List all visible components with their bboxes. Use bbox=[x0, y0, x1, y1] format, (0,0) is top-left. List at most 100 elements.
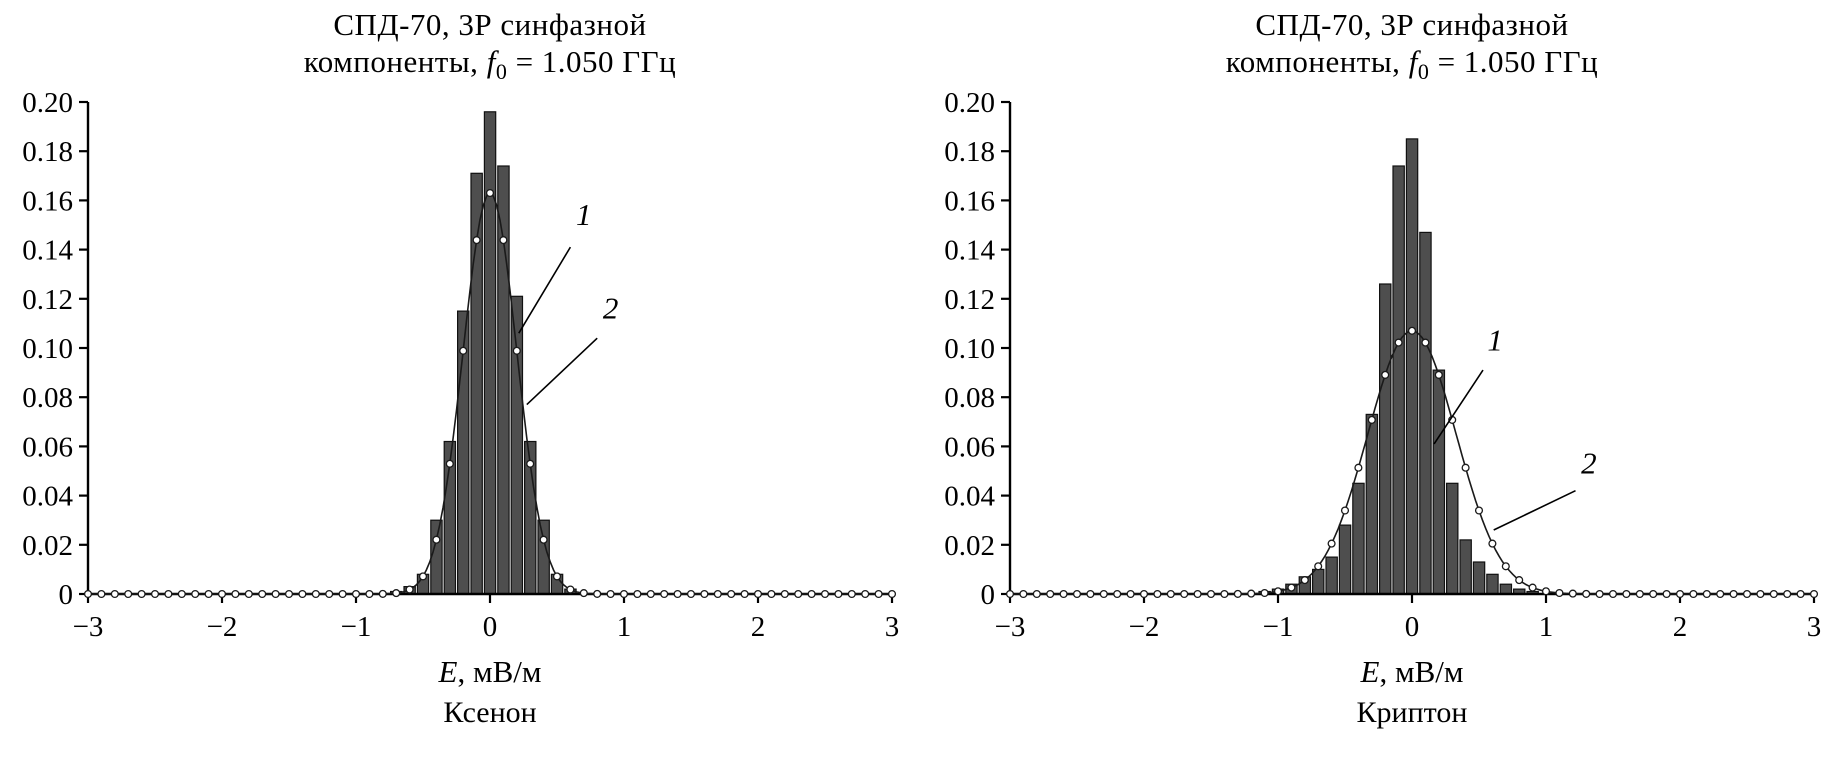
fit-curve-marker bbox=[432, 535, 441, 544]
fit-curve-marker bbox=[110, 590, 119, 599]
x-tick-label: −2 bbox=[207, 611, 238, 643]
histogram-bar bbox=[1352, 482, 1365, 595]
histogram-bar bbox=[510, 295, 524, 595]
fit-curve-marker bbox=[217, 590, 227, 599]
x-axis-units: , мВ/м bbox=[457, 654, 542, 690]
fit-curve-marker bbox=[1622, 590, 1631, 599]
fit-curve-marker bbox=[1233, 590, 1242, 599]
histogram-bar bbox=[497, 165, 510, 595]
fit-curve-marker bbox=[405, 585, 414, 594]
fit-curve-marker bbox=[1421, 338, 1430, 347]
fit-curve-marker bbox=[1166, 590, 1175, 599]
fit-curve-marker bbox=[258, 590, 267, 599]
histogram-bar bbox=[1419, 231, 1432, 595]
histogram-bar bbox=[430, 519, 443, 595]
fit-curve-marker bbox=[1809, 590, 1819, 599]
fit-curve-marker bbox=[552, 572, 562, 581]
histogram-bar bbox=[1392, 165, 1405, 595]
fit-curve-marker bbox=[780, 590, 789, 599]
y-tick-label: 0.12 bbox=[22, 284, 73, 316]
fit-curve-marker bbox=[579, 589, 588, 598]
fit-curve-marker bbox=[1046, 590, 1055, 599]
fit-curve-marker bbox=[97, 590, 106, 599]
fit-curve-marker bbox=[847, 590, 856, 599]
fit-curve-marker bbox=[1340, 506, 1350, 515]
fit-curve-marker bbox=[807, 590, 816, 599]
fit-curve-marker bbox=[231, 590, 240, 599]
fit-curve-marker bbox=[459, 346, 468, 356]
x-tick-label: 1 bbox=[617, 611, 632, 643]
fit-curve-marker bbox=[378, 590, 387, 599]
fit-curve-marker bbox=[137, 590, 146, 599]
fit-curve-marker bbox=[1180, 590, 1189, 599]
fit-curve-marker bbox=[820, 590, 830, 599]
fit-curve-marker bbox=[1582, 590, 1591, 599]
gas-label-krypton: Криптон bbox=[1356, 696, 1468, 730]
histogram-bar bbox=[1486, 573, 1499, 595]
annotation-leader-line bbox=[1493, 490, 1576, 531]
x-tick-label: 0 bbox=[1405, 611, 1420, 643]
fit-curve-marker bbox=[1381, 371, 1390, 380]
y-tick-label: 0.06 bbox=[22, 432, 73, 464]
fit-curve-marker bbox=[338, 590, 347, 599]
gas-label-xenon: Ксенон bbox=[443, 696, 537, 730]
fit-curve-marker bbox=[1126, 590, 1135, 599]
x-tick-label: −3 bbox=[995, 611, 1026, 643]
x-axis-label: E, мВ/м bbox=[58, 652, 922, 692]
fit-curve-marker bbox=[351, 590, 361, 599]
fit-curve-marker bbox=[485, 189, 495, 198]
fit-curve bbox=[83, 189, 897, 599]
title-text-post: = 1.050 ГГц bbox=[507, 44, 677, 79]
fit-curve-marker bbox=[874, 590, 883, 599]
fit-curve-marker bbox=[1729, 590, 1738, 599]
histogram-bar bbox=[1365, 413, 1379, 595]
histogram-plot-krypton: 0 0.02 0.04 0.06 0.08 0.10 0.12 0.14 0.16 0.18 0.2… bbox=[944, 90, 1821, 643]
title-text-post: = 1.050 ГГц bbox=[1429, 44, 1599, 79]
fit-curve-marker bbox=[1273, 587, 1283, 596]
histogram-bars bbox=[1258, 138, 1539, 595]
fit-curve-marker bbox=[1032, 590, 1041, 599]
x-tick-label: 0 bbox=[483, 611, 498, 643]
fit-curve-marker bbox=[150, 590, 160, 599]
fit-curve-marker bbox=[1541, 587, 1551, 596]
fit-curve-marker bbox=[1783, 590, 1792, 599]
fit-curve-marker bbox=[1407, 326, 1417, 336]
fit-curve-marker bbox=[1555, 589, 1564, 598]
x-axis-label: E, мВ/м bbox=[980, 652, 1844, 692]
fit-curve-marker bbox=[861, 590, 870, 599]
fit-curve-marker bbox=[177, 590, 186, 599]
title-text-pre: компоненты, bbox=[1225, 44, 1409, 79]
frequency-variable: f bbox=[1408, 44, 1418, 79]
y-tick-label: 0 bbox=[981, 579, 996, 611]
fit-curve-marker bbox=[1072, 590, 1082, 599]
fit-curve-marker bbox=[727, 590, 736, 599]
fit-curve-marker bbox=[834, 590, 843, 599]
histogram-bar bbox=[1325, 556, 1338, 595]
y-tick-label: 0.10 bbox=[22, 333, 73, 365]
fit-curve-marker bbox=[1635, 590, 1644, 599]
fit-curve-marker bbox=[1649, 590, 1658, 599]
histogram-bar bbox=[483, 111, 497, 595]
fit-curve-marker bbox=[512, 346, 521, 356]
y-tick-label: 0.06 bbox=[944, 432, 995, 464]
y-tick-label: 0.16 bbox=[22, 186, 73, 218]
fit-curve-marker bbox=[1716, 590, 1725, 599]
x-tick-label: 2 bbox=[751, 611, 766, 643]
fit-curve-marker bbox=[271, 590, 280, 599]
fit-curve-marker bbox=[1488, 539, 1497, 548]
fit-curve-marker bbox=[1153, 590, 1162, 599]
x-axis-units: , мВ/м bbox=[1379, 654, 1464, 690]
fit-curve-marker bbox=[83, 590, 93, 599]
fit-curve-marker bbox=[1019, 590, 1028, 599]
fit-curve-marker bbox=[1474, 506, 1484, 515]
histogram-bar bbox=[537, 519, 550, 595]
frequency-subscript: 0 bbox=[1417, 59, 1430, 85]
fit-curve-marker bbox=[1702, 590, 1711, 599]
histogram-bar bbox=[1338, 524, 1352, 595]
fit-curve-marker bbox=[1327, 539, 1336, 548]
fit-curve-marker bbox=[472, 236, 481, 245]
fit-curve-marker bbox=[713, 590, 722, 599]
y-tick-label: 0.20 bbox=[944, 90, 995, 119]
annotation-label: 1 bbox=[1487, 323, 1503, 358]
fit-curve-marker bbox=[887, 590, 897, 599]
